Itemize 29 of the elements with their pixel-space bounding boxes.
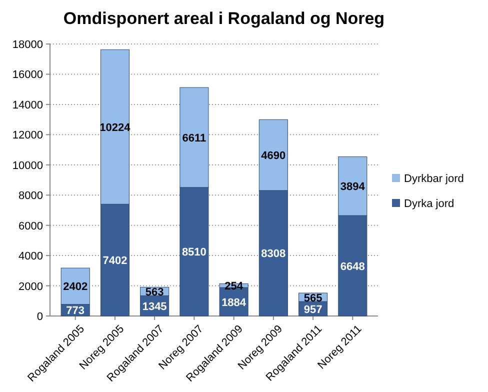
data-label: 563: [145, 286, 164, 298]
y-tick-label: 10000: [12, 160, 43, 172]
legend-label: Dyrkbar jord: [404, 173, 464, 185]
data-label: 7402: [102, 255, 128, 268]
data-label: 8308: [261, 248, 286, 260]
y-tick-label: 18000: [12, 39, 43, 51]
data-label: 254: [224, 280, 244, 293]
y-tick-label: 2000: [18, 280, 43, 293]
data-label: 4690: [261, 150, 286, 162]
data-label: 773: [66, 305, 85, 318]
y-tick-label: 16000: [12, 69, 43, 82]
data-label: 6611: [182, 132, 206, 144]
y-tick-label: 12000: [12, 130, 43, 142]
legend-label: Dyrka jord: [404, 198, 454, 210]
data-label: 8510: [182, 246, 206, 259]
data-label: 1345: [142, 300, 167, 313]
data-label: 565: [304, 292, 322, 304]
y-tick-label: 0: [36, 311, 43, 323]
data-label: 1884: [222, 296, 247, 309]
data-label: 2402: [63, 281, 88, 294]
chart-title: Omdisponert areal i Rogaland og Noreg: [63, 9, 385, 28]
y-tick-label: 8000: [18, 190, 43, 202]
y-tick-label: 14000: [12, 99, 43, 112]
data-label: 10224: [100, 122, 132, 134]
data-label: 6648: [340, 260, 365, 273]
y-tick-label: 6000: [18, 220, 43, 232]
y-tick-label: 4000: [18, 250, 43, 263]
data-label: 957: [304, 304, 322, 316]
data-label: 3894: [340, 181, 366, 194]
